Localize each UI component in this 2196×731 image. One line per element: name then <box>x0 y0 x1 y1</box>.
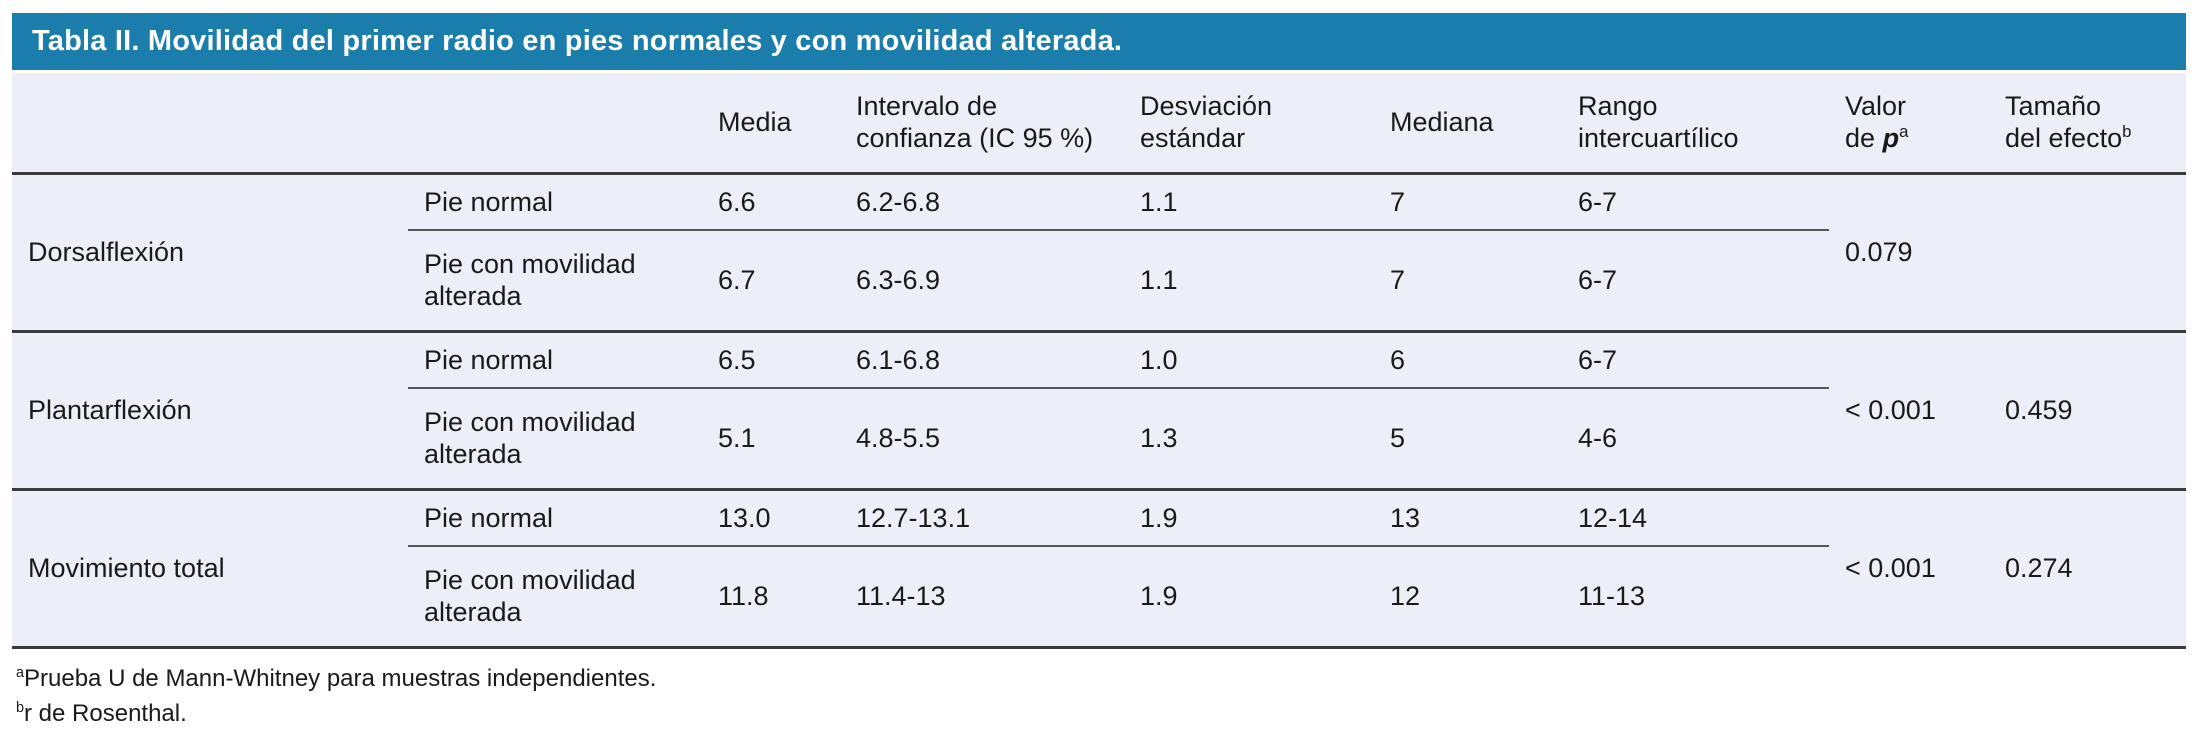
cell-mediana: 6 <box>1374 331 1562 389</box>
cell-sd: 1.3 <box>1124 388 1374 491</box>
cell-sd: 1.0 <box>1124 331 1374 389</box>
cell-mediana: 7 <box>1374 230 1562 333</box>
cell-effect-size <box>1989 173 2186 333</box>
cell-sd: 1.9 <box>1124 546 1374 649</box>
cell-ic: 12.7-13.1 <box>840 489 1124 547</box>
cell-ic: 6.1-6.8 <box>840 331 1124 389</box>
col-header-tamano-line2: del efecto <box>2005 123 2123 154</box>
cell-rango: 6-7 <box>1562 331 1829 389</box>
cell-foot-type: Pie con movilidad alterada <box>408 230 702 333</box>
cell-mediana: 13 <box>1374 489 1562 547</box>
col-header-ic-line1: Intervalo de <box>856 91 998 122</box>
cell-ic: 4.8-5.5 <box>840 388 1124 491</box>
cell-rango: 12-14 <box>1562 489 1829 547</box>
cell-rango: 11-13 <box>1562 546 1829 649</box>
col-header-category-empty <box>12 73 408 175</box>
cell-foot-type: Pie normal <box>408 331 702 389</box>
col-header-media-label: Media <box>718 107 792 138</box>
cell-rango: 6-7 <box>1562 173 1829 231</box>
table-row: Pie con movilidad alterada 6.7 6.3-6.9 1… <box>12 230 2186 333</box>
cell-media: 6.6 <box>702 173 840 231</box>
cell-effect-size: 0.459 <box>1989 331 2186 491</box>
table-row: Pie con movilidad alterada 5.1 4.8-5.5 1… <box>12 388 2186 491</box>
footnote-b-text: r de Rosenthal. <box>24 699 187 727</box>
footnote-a: aPrueba U de Mann-Whitney para muestras … <box>16 661 2186 696</box>
col-header-valor-line2: de <box>1845 123 1876 154</box>
table-footnotes: aPrueba U de Mann-Whitney para muestras … <box>12 649 2186 731</box>
cell-ic: 11.4-13 <box>840 546 1124 649</box>
cell-rango: 4-6 <box>1562 388 1829 491</box>
cell-foot-type: Pie con movilidad alterada <box>408 388 702 491</box>
table-title: Tabla II. Movilidad del primer radio en … <box>32 25 1123 57</box>
row-category-plantarflexion: Plantarflexión <box>12 331 408 491</box>
cell-media: 13.0 <box>702 489 840 547</box>
cell-media: 6.7 <box>702 230 840 333</box>
cell-media: 6.5 <box>702 331 840 389</box>
col-header-rango-line1: Rango <box>1578 91 1658 122</box>
col-header-sd: Desviación estándar <box>1124 73 1374 175</box>
table-row: Pie con movilidad alterada 11.8 11.4-13 … <box>12 546 2186 649</box>
table-row: Plantarflexión Pie normal 6.5 6.1-6.8 1.… <box>12 331 2186 491</box>
cell-mediana: 5 <box>1374 388 1562 491</box>
footnote-b: br de Rosenthal. <box>16 696 2186 731</box>
col-header-tamano: Tamaño del efectob <box>1989 73 2186 175</box>
footnote-marker-b: b <box>2122 122 2132 142</box>
cell-foot-type: Pie normal <box>408 173 702 231</box>
cell-effect-size: 0.274 <box>1989 489 2186 649</box>
cell-sd: 1.1 <box>1124 230 1374 333</box>
footnote-a-text: Prueba U de Mann-Whitney para muestras i… <box>24 664 657 692</box>
footnote-a-marker: a <box>16 664 25 681</box>
cell-p-value: < 0.001 <box>1829 489 1989 649</box>
row-category-dorsalflexion: Dorsalflexión <box>12 173 408 333</box>
col-header-ic: Intervalo de confianza (IC 95 %) <box>840 73 1124 175</box>
cell-p-value: < 0.001 <box>1829 331 1989 491</box>
col-header-mediana: Mediana <box>1374 73 1562 175</box>
table-2-container: Tabla II. Movilidad del primer radio en … <box>12 13 2186 731</box>
cell-mediana: 12 <box>1374 546 1562 649</box>
footnote-marker-a: a <box>1899 122 1909 142</box>
col-header-sd-line1: Desviación <box>1140 91 1273 122</box>
row-category-movimiento-total: Movimiento total <box>12 489 408 649</box>
cell-foot-type: Pie con movilidad alterada <box>408 546 702 649</box>
col-header-rango: Rango intercuartílico <box>1562 73 1829 175</box>
col-header-valor-line1: Valor <box>1845 91 1907 122</box>
table-title-bar: Tabla II. Movilidad del primer radio en … <box>12 13 2186 70</box>
footnote-b-marker: b <box>16 699 25 716</box>
cell-foot-type: Pie normal <box>408 489 702 547</box>
cell-ic: 6.2-6.8 <box>840 173 1124 231</box>
col-header-rango-line2: intercuartílico <box>1578 123 1739 154</box>
col-header-mediana-label: Mediana <box>1390 107 1494 138</box>
col-header-valor-p: Valor de pa <box>1829 73 1989 175</box>
table-row: Movimiento total Pie normal 13.0 12.7-13… <box>12 489 2186 649</box>
col-header-media: Media <box>702 73 840 175</box>
col-header-tamano-line1: Tamaño <box>2005 91 2102 122</box>
cell-ic: 6.3-6.9 <box>840 230 1124 333</box>
mobility-table: Media Intervalo de confianza (IC 95 %) D… <box>12 73 2186 649</box>
header-row: Media Intervalo de confianza (IC 95 %) D… <box>12 73 2186 175</box>
cell-mediana: 7 <box>1374 173 1562 231</box>
cell-rango: 6-7 <box>1562 230 1829 333</box>
col-header-sd-line2: estándar <box>1140 123 1246 154</box>
col-header-foot-empty <box>408 73 702 175</box>
col-header-ic-line2: confianza (IC 95 %) <box>856 123 1094 154</box>
cell-sd: 1.9 <box>1124 489 1374 547</box>
cell-media: 5.1 <box>702 388 840 491</box>
table-row: Dorsalflexión Pie normal 6.6 6.2-6.8 1.1… <box>12 173 2186 333</box>
cell-media: 11.8 <box>702 546 840 649</box>
cell-sd: 1.1 <box>1124 173 1374 231</box>
cell-p-value: 0.079 <box>1829 173 1989 333</box>
p-symbol: p <box>1882 123 1900 154</box>
